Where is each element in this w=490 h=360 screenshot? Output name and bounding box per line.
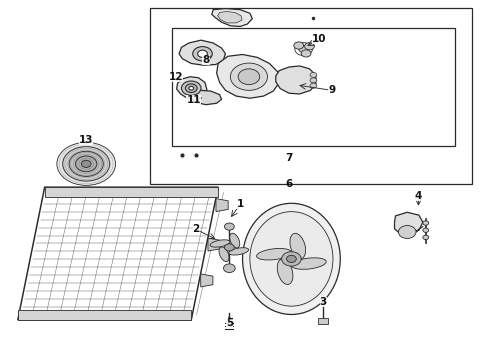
Text: 3: 3	[319, 297, 327, 307]
Text: 1: 1	[237, 199, 244, 210]
Circle shape	[181, 81, 201, 95]
Polygon shape	[208, 238, 220, 251]
Text: 12: 12	[169, 72, 183, 82]
Ellipse shape	[257, 248, 292, 260]
Polygon shape	[18, 187, 218, 320]
Polygon shape	[191, 90, 221, 105]
Circle shape	[197, 50, 207, 57]
Polygon shape	[276, 66, 316, 94]
Polygon shape	[18, 310, 191, 320]
Circle shape	[224, 223, 234, 230]
Text: 5: 5	[226, 319, 233, 328]
Circle shape	[423, 221, 429, 225]
Circle shape	[310, 72, 317, 77]
Circle shape	[63, 147, 110, 181]
Ellipse shape	[250, 212, 333, 306]
Text: 8: 8	[202, 55, 210, 65]
Polygon shape	[212, 9, 252, 27]
Ellipse shape	[277, 259, 293, 284]
Circle shape	[224, 244, 234, 251]
Circle shape	[193, 46, 212, 61]
Circle shape	[398, 226, 416, 238]
Ellipse shape	[219, 247, 229, 262]
Bar	[318, 318, 328, 324]
Circle shape	[282, 252, 301, 266]
Polygon shape	[179, 40, 225, 65]
Circle shape	[310, 83, 317, 88]
Circle shape	[75, 156, 97, 172]
Circle shape	[185, 84, 197, 93]
Circle shape	[310, 78, 317, 83]
Ellipse shape	[230, 233, 240, 248]
Text: 9: 9	[328, 85, 336, 95]
Ellipse shape	[229, 248, 248, 255]
Text: 11: 11	[187, 95, 201, 105]
Bar	[172, 28, 455, 146]
Circle shape	[423, 235, 429, 239]
Polygon shape	[201, 274, 213, 287]
Circle shape	[423, 228, 429, 232]
Circle shape	[189, 86, 194, 90]
Circle shape	[305, 42, 315, 50]
Polygon shape	[218, 12, 242, 23]
Polygon shape	[176, 77, 207, 99]
Circle shape	[223, 264, 235, 273]
Text: 7: 7	[285, 153, 293, 163]
Circle shape	[294, 42, 304, 49]
Text: 4: 4	[415, 191, 422, 201]
Text: 2: 2	[193, 225, 200, 234]
Bar	[150, 8, 472, 184]
Text: 10: 10	[312, 35, 326, 44]
Polygon shape	[394, 212, 423, 234]
Circle shape	[81, 160, 91, 167]
Ellipse shape	[290, 233, 306, 259]
Polygon shape	[45, 187, 218, 197]
Circle shape	[301, 50, 311, 57]
Circle shape	[287, 255, 296, 262]
Text: 13: 13	[79, 135, 94, 145]
Ellipse shape	[243, 203, 340, 315]
Text: 6: 6	[285, 179, 293, 189]
Ellipse shape	[292, 258, 326, 269]
Circle shape	[57, 142, 116, 185]
Circle shape	[238, 69, 260, 85]
Circle shape	[299, 45, 309, 53]
Polygon shape	[216, 199, 228, 212]
Circle shape	[230, 63, 268, 90]
Polygon shape	[217, 54, 279, 98]
Ellipse shape	[210, 240, 230, 247]
Circle shape	[69, 151, 103, 176]
